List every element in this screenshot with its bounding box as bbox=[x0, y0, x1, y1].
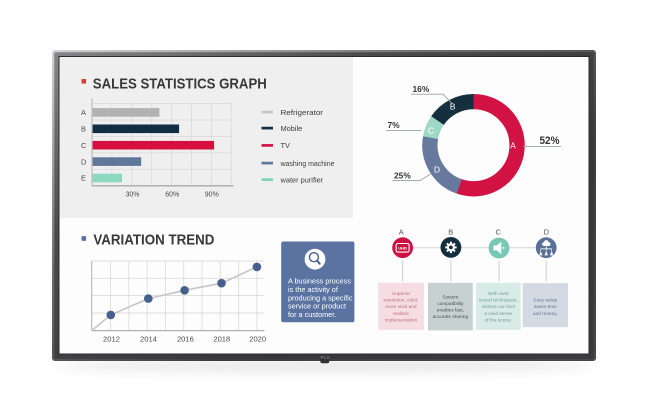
svg-text:for a customer.: for a customer. bbox=[288, 310, 336, 319]
svg-text:Mobile: Mobile bbox=[281, 124, 303, 133]
svg-text:Refrigerator: Refrigerator bbox=[281, 108, 324, 117]
svg-text:saves time: saves time bbox=[534, 304, 557, 310]
svg-text:producing a specific: producing a specific bbox=[288, 293, 353, 302]
svg-text:service or product: service or product bbox=[288, 302, 346, 311]
svg-text:2012: 2012 bbox=[103, 335, 120, 344]
svg-text:realistic: realistic bbox=[393, 311, 410, 317]
svg-text:Easy setup: Easy setup bbox=[533, 298, 557, 304]
svg-text:60%: 60% bbox=[165, 191, 179, 198]
svg-text:and money.: and money. bbox=[533, 311, 558, 317]
svg-text:2014: 2014 bbox=[140, 335, 157, 344]
svg-text:washing machine: washing machine bbox=[280, 159, 335, 168]
svg-text:B: B bbox=[450, 102, 456, 112]
svg-text:visitors can feel: visitors can feel bbox=[482, 304, 515, 310]
svg-text:90%: 90% bbox=[205, 191, 219, 198]
svg-text:water purifier: water purifier bbox=[280, 175, 324, 184]
svg-text:30%: 30% bbox=[125, 191, 139, 198]
svg-text:more vivid and: more vivid and bbox=[385, 304, 417, 310]
svg-text:52%: 52% bbox=[540, 135, 560, 147]
svg-text:a vivid sense: a vivid sense bbox=[484, 311, 512, 317]
svg-text:D: D bbox=[434, 165, 440, 175]
svg-text:A business process: A business process bbox=[288, 277, 351, 286]
svg-text:VARIATION TREND: VARIATION TREND bbox=[93, 233, 214, 249]
svg-text:With vivid: With vivid bbox=[488, 291, 509, 297]
svg-text:2018: 2018 bbox=[213, 335, 230, 344]
svg-text:B: B bbox=[81, 125, 86, 134]
svg-text:A: A bbox=[81, 108, 86, 117]
svg-text:7%: 7% bbox=[388, 120, 401, 130]
svg-text:implementation: implementation bbox=[385, 317, 418, 323]
svg-text:LG: LG bbox=[324, 355, 330, 360]
svg-text:Superior: Superior bbox=[392, 291, 411, 297]
svg-text:B: B bbox=[448, 228, 453, 237]
svg-text:accurate sharing: accurate sharing bbox=[433, 314, 469, 320]
svg-text:E: E bbox=[81, 174, 86, 183]
svg-text:enables fast,: enables fast, bbox=[437, 308, 464, 314]
svg-text:of the scene.: of the scene. bbox=[485, 317, 512, 323]
svg-text:2016: 2016 bbox=[177, 335, 194, 344]
svg-text:25%: 25% bbox=[394, 170, 411, 180]
svg-text:C: C bbox=[495, 228, 501, 237]
svg-text:C: C bbox=[81, 141, 87, 150]
svg-text:A: A bbox=[510, 140, 516, 150]
svg-text:D: D bbox=[81, 157, 86, 166]
svg-text:D: D bbox=[544, 228, 550, 237]
svg-text:16%: 16% bbox=[413, 84, 430, 94]
svg-text:TV: TV bbox=[281, 141, 291, 150]
svg-text:C: C bbox=[428, 126, 434, 136]
svg-text:sound techniques,: sound techniques, bbox=[479, 298, 518, 304]
svg-text:compatibility: compatibility bbox=[437, 301, 464, 307]
svg-text:2020: 2020 bbox=[249, 335, 266, 344]
svg-text:A: A bbox=[399, 228, 404, 237]
svg-text:System: System bbox=[442, 294, 458, 300]
svg-text:UHD: UHD bbox=[398, 246, 407, 251]
svg-text:SALES STATISTICS GRAPH: SALES STATISTICS GRAPH bbox=[93, 76, 267, 92]
svg-text:resolution, color,: resolution, color, bbox=[384, 298, 419, 304]
svg-text:is the activity of: is the activity of bbox=[288, 285, 339, 294]
